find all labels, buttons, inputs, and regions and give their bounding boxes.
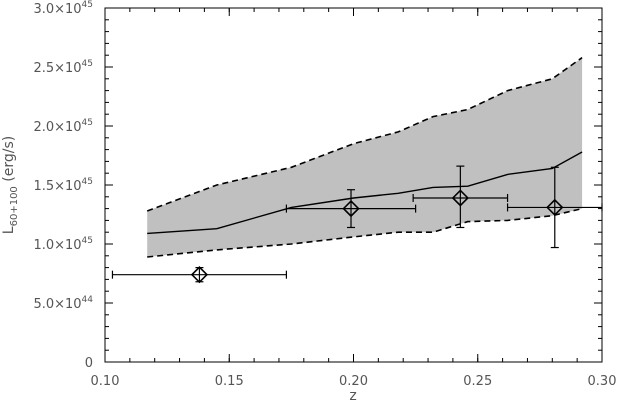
y-tick-label: 3.0×1045: [33, 0, 93, 17]
data-point-4: [506, 166, 603, 249]
median-line: [147, 151, 583, 235]
y-tick-label: 5.0×1044: [33, 295, 93, 312]
y-tick-label: 2.5×1045: [33, 59, 93, 76]
upper-bound-dashed-line: [146, 56, 583, 212]
y-tick-label: 2.0×1045: [33, 118, 93, 135]
diamond-marker: [342, 199, 360, 218]
y-tick-label: 1.5×1045: [33, 177, 93, 194]
tick-labels-layer: 0.10 0.15 0.20 0.25 0.30 0 5.0×1044 1.0×1045 1.5…: [33, 0, 616, 389]
confidence-band-layer: [146, 56, 583, 258]
x-tick-label: 0.20: [339, 374, 368, 389]
ticks-layer: [104, 7, 603, 363]
median-line-layer: [147, 151, 583, 235]
data-point-1: [111, 266, 288, 284]
data-points-layer: [111, 165, 603, 284]
y-tick-label: 0: [85, 356, 93, 371]
diamond-marker: [190, 266, 209, 284]
data-point-3: [412, 165, 509, 229]
y-tick-label: 1.0×1045: [33, 236, 93, 253]
diamond-marker: [451, 189, 469, 207]
x-tick-label: 0.10: [91, 374, 120, 389]
lower-bound-dashed-line: [147, 207, 583, 258]
x-tick-label: 0.30: [588, 374, 617, 389]
x-tick-label: 0.15: [215, 374, 244, 389]
x-tick-label: 0.25: [463, 374, 492, 389]
x-axis-title: z: [349, 388, 356, 404]
diamond-marker: [546, 198, 564, 217]
y-axis-title: L60+100 (erg/s): [1, 136, 20, 234]
data-point-2: [285, 189, 417, 229]
